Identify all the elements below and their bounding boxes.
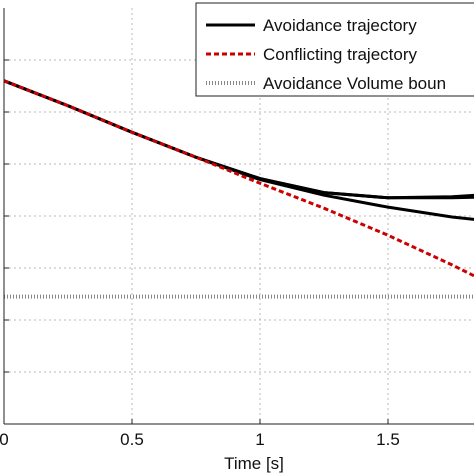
series-group (3, 79, 474, 299)
x-tick-label: 1 (255, 430, 264, 449)
legend-label: Avoidance Volume boun (263, 74, 446, 93)
x-tick-label: 0.5 (120, 430, 144, 449)
legend-label: Conflicting trajectory (263, 45, 418, 64)
legend-label: Avoidance trajectory (263, 16, 417, 35)
x-tick-label: 1.5 (376, 430, 400, 449)
x-tick-label: 0 (0, 430, 9, 449)
x-axis-label: Time [s] (224, 454, 284, 473)
conflicting-trajectory-line (3, 79, 474, 278)
x-tick-labels: 00.511.522.533.5 (0, 430, 400, 449)
axes (3, 8, 474, 425)
legend[interactable]: Avoidance trajectory Conflicting trajecto… (195, 2, 474, 97)
legend-box (195, 2, 474, 97)
